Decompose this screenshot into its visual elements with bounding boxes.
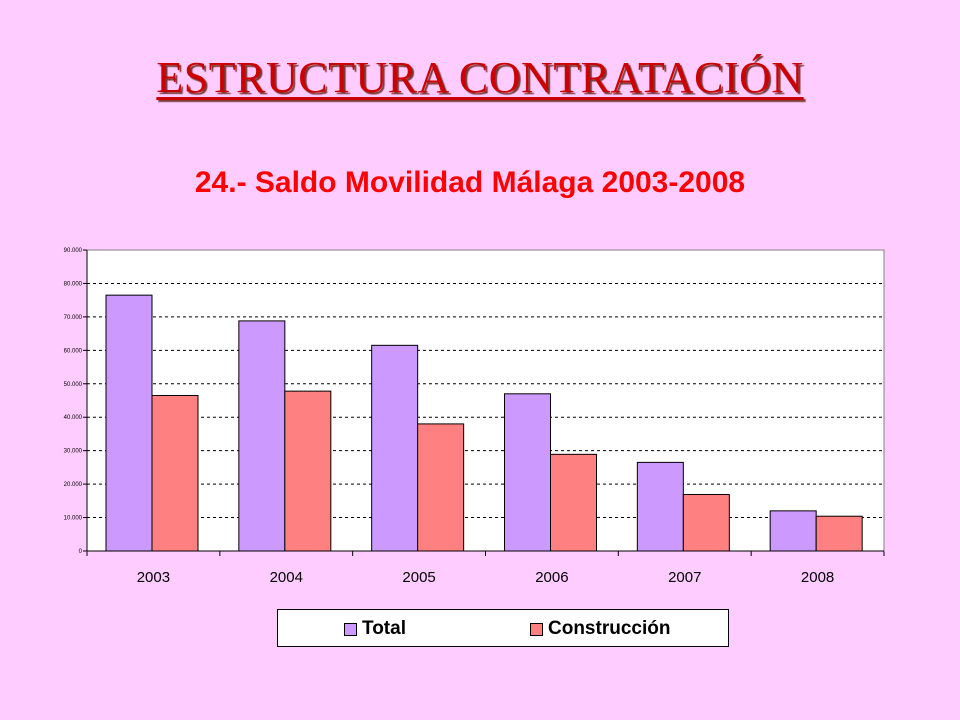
plot-area: 0 10.000 20.000 30.000 40.000 50.000 60.000 70.… <box>64 248 885 586</box>
y-tick-label: 90.000 <box>64 248 83 254</box>
legend-item-total: Total <box>344 618 406 640</box>
legend-swatch-total <box>344 622 357 636</box>
y-tick-label: 20.000 <box>64 482 83 488</box>
x-tick-label: 2003 <box>137 569 170 586</box>
bar-total-2006 <box>504 393 551 552</box>
x-tick-label: 2008 <box>801 569 834 586</box>
x-tick-label: 2006 <box>535 569 568 586</box>
legend-label-construccion: Construcción <box>548 618 671 639</box>
bar-total-2008 <box>769 510 817 552</box>
bar-construccion-2005 <box>417 423 465 552</box>
chart-title: 24.- Saldo Movilidad Málaga 2003-2008 <box>194 166 746 199</box>
bar-construccion-2006 <box>550 453 597 552</box>
chart-legend: Total Construcción <box>277 609 729 647</box>
x-tick-label: 2007 <box>668 569 701 586</box>
bar-total-2007 <box>636 461 684 552</box>
y-tick-label: 30.000 <box>64 449 83 455</box>
y-tick-label: 0 <box>79 549 83 555</box>
y-tick-label: 70.000 <box>64 315 83 321</box>
slide-title: ESTRUCTURA CONTRATACIÓN <box>156 53 804 102</box>
legend-label-total: Total <box>362 618 406 639</box>
legend-swatch-construccion <box>530 622 543 636</box>
y-tick-label: 50.000 <box>64 382 83 388</box>
y-tick-label: 80.000 <box>64 281 83 287</box>
bar-construccion-2004 <box>284 390 332 552</box>
legend-item-construccion: Construcción <box>530 618 670 640</box>
y-tick-label: 40.000 <box>64 415 83 421</box>
plot-background <box>87 250 884 551</box>
x-tick-label: 2004 <box>270 569 303 586</box>
bar-construccion-2007 <box>682 493 730 552</box>
bar-construccion-2003 <box>151 394 199 552</box>
x-tick-label: 2005 <box>402 569 435 586</box>
bar-construccion-2008 <box>815 515 863 552</box>
bar-total-2005 <box>371 344 419 552</box>
y-tick-label: 10.000 <box>64 516 83 522</box>
y-tick-label: 60.000 <box>64 348 83 354</box>
bar-total-2003 <box>105 294 153 552</box>
bar-total-2004 <box>238 320 286 552</box>
